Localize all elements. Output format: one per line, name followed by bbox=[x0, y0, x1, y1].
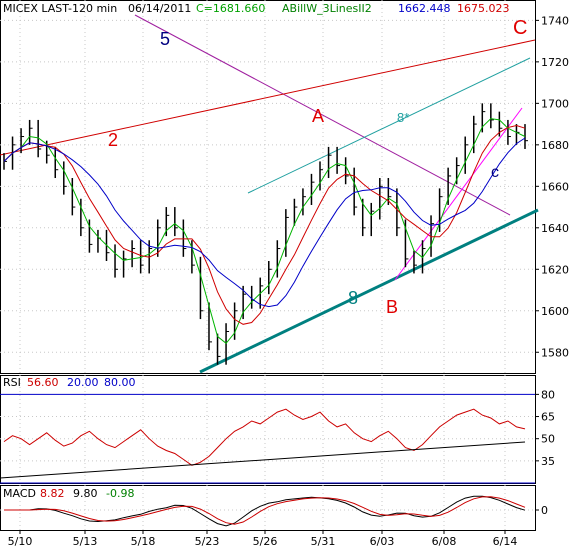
price-panel-frame bbox=[0, 0, 536, 374]
price-bars bbox=[3, 103, 528, 365]
channel-lower-line bbox=[199, 208, 539, 374]
rsi-trendline bbox=[0, 441, 526, 479]
indicator-value2: 1675.023 bbox=[457, 2, 510, 15]
trendline-2 bbox=[0, 39, 536, 156]
x-tick-label: 5/26 bbox=[253, 535, 278, 548]
y-tick-label: 1660 bbox=[541, 180, 569, 193]
close-label: C=1681.660 bbox=[196, 2, 265, 15]
x-tick-label: 6/14 bbox=[493, 535, 518, 548]
y-tick-label: 1580 bbox=[541, 346, 569, 359]
rsi-tick-label: 65 bbox=[541, 411, 555, 424]
annotation-wave-c: C bbox=[513, 17, 527, 39]
macd-value1: 8.82 bbox=[40, 487, 65, 500]
panel-frames bbox=[0, 0, 536, 531]
rsi-panel-frame bbox=[0, 375, 536, 484]
analysis-lines bbox=[0, 14, 539, 374]
x-tick-label: 5/18 bbox=[131, 535, 156, 548]
rsi-tick-label: 35 bbox=[541, 455, 555, 468]
rsi-panel: 35 50 65 80 bbox=[0, 388, 555, 484]
rsi-label: RSI bbox=[3, 376, 21, 389]
rsi-tick-label: 50 bbox=[541, 433, 555, 446]
x-tick-label: 6/03 bbox=[370, 535, 395, 548]
annotation-wave-c-small: c bbox=[491, 164, 499, 181]
macd-value3: -0.98 bbox=[106, 487, 134, 500]
y-tick-label: 1740 bbox=[541, 14, 569, 27]
annotation-wave-8: 8 bbox=[348, 288, 358, 308]
y-tick-label: 1700 bbox=[541, 97, 569, 110]
indicator-label: ABillW_3LinesII2 bbox=[282, 2, 372, 15]
rsi-tick-label: 80 bbox=[541, 388, 555, 401]
grid-lines bbox=[0, 0, 535, 530]
y-tick-label: 1720 bbox=[541, 56, 569, 69]
macd-value2: 9.80 bbox=[73, 487, 98, 500]
x-tick-label: 5/23 bbox=[195, 535, 220, 548]
ma-green-line bbox=[3, 118, 526, 345]
rsi-level-low: 20.00 bbox=[67, 376, 99, 389]
x-tick-label: 6/08 bbox=[432, 535, 457, 548]
rsi-line bbox=[3, 408, 526, 466]
annotation-wave-5: 5 bbox=[160, 29, 170, 49]
macd-label: MACD bbox=[3, 487, 36, 500]
macd-signal-line bbox=[4, 496, 526, 525]
annotation-wave-8star: 8* bbox=[397, 110, 409, 125]
time-axis: 5/10 5/13 5/18 5/23 5/26 5/31 6/03 6/08 6/14 bbox=[8, 530, 518, 548]
x-tick-label: 5/13 bbox=[73, 535, 98, 548]
macd-line bbox=[4, 495, 526, 527]
ma-blue-line bbox=[3, 137, 526, 308]
x-tick-label: 5/10 bbox=[8, 535, 33, 548]
indicator-value1: 1662.448 bbox=[398, 2, 451, 15]
symbol-label: MICEX LAST-120 min bbox=[3, 2, 117, 15]
annotation-wave-b: B bbox=[386, 297, 398, 317]
y-tick-label: 1640 bbox=[541, 222, 569, 235]
price-axis: 1580 1600 1620 1640 1660 1680 1700 1720 1740 bbox=[535, 14, 569, 359]
rsi-level-high: 80.00 bbox=[104, 376, 136, 389]
x-tick-label: 5/31 bbox=[311, 535, 336, 548]
channel-upper-line bbox=[247, 57, 531, 194]
macd-panel-frame bbox=[0, 485, 536, 531]
macd-tick-label: 0 bbox=[541, 504, 548, 517]
y-tick-label: 1600 bbox=[541, 305, 569, 318]
rsi-value: 56.60 bbox=[27, 376, 59, 389]
y-tick-label: 1620 bbox=[541, 263, 569, 276]
fast-trend-line bbox=[394, 107, 523, 281]
date-label: 06/14/2011 bbox=[128, 2, 191, 15]
annotation-wave-2: 2 bbox=[108, 130, 118, 150]
y-tick-label: 1680 bbox=[541, 139, 569, 152]
annotation-wave-a: A bbox=[312, 106, 324, 126]
macd-panel: 0 bbox=[0, 495, 548, 527]
moving-averages bbox=[3, 118, 526, 345]
